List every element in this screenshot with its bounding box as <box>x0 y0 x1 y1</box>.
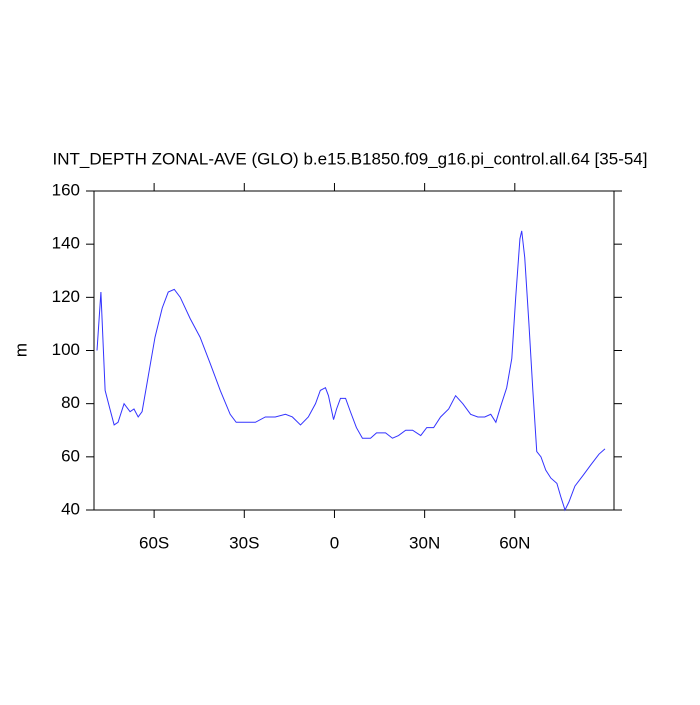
y-tick-label: 160 <box>52 180 80 199</box>
x-tick-label: 0 <box>330 533 339 552</box>
x-tick-label: 30N <box>409 533 440 552</box>
x-tick-label: 60N <box>499 533 530 552</box>
chart-title: INT_DEPTH ZONAL-AVE (GLO) b.e15.B1850.f0… <box>53 149 648 168</box>
x-tick-label: 60S <box>139 533 169 552</box>
y-tick-label: 120 <box>52 287 80 306</box>
y-tick-label: 140 <box>52 234 80 253</box>
y-axis-label: m <box>11 343 30 357</box>
x-tick-label: 30S <box>229 533 259 552</box>
data-line <box>96 230 606 512</box>
y-tick-label: 40 <box>61 499 80 518</box>
y-tick-label: 60 <box>61 446 80 465</box>
y-tick-label: 100 <box>52 340 80 359</box>
y-tick-label: 80 <box>61 393 80 412</box>
plot-frame <box>93 190 615 511</box>
